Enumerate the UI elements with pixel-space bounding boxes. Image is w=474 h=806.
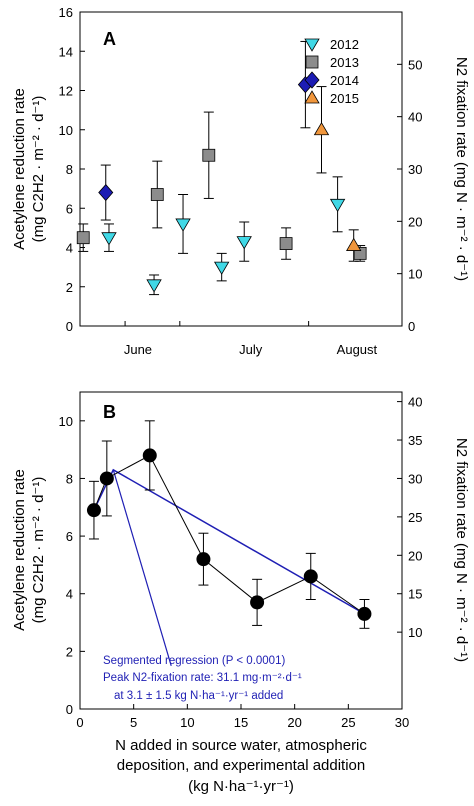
panel-a-left-axis: 0 2 4 6 8 10 12 14 16	[59, 5, 85, 334]
panel-a-legend-label-2012: 2012	[330, 37, 359, 52]
panel-a-ytick-label-0: 0	[66, 319, 73, 334]
panel-b-ylabel-line1: Acetylene reduction rate	[11, 469, 28, 631]
panel-a-2012-point-1	[146, 279, 162, 293]
panel-b-xlabel-line1: N added in source water, atmospheric	[115, 737, 367, 754]
panel-a-month-label-2: August	[337, 342, 378, 357]
panel-a-month-label-1: July	[239, 342, 263, 357]
panel-a-ytick-label-7: 14	[59, 44, 73, 59]
panel-a-legend-marker-2015	[304, 90, 320, 104]
panel-a-ytick-label-2: 4	[66, 241, 73, 256]
panel-b-y2tick-label-1: 15	[408, 587, 422, 602]
panel-b-right-axis: 10 15 20 25 30 35 40	[397, 395, 422, 640]
panel-b-y2tick-label-5: 35	[408, 433, 422, 448]
panel-b-y2tick-label-6: 40	[408, 395, 422, 410]
panel-b-left-axis: 0 2 4 6 8 10	[59, 414, 85, 717]
panel-b-letter: B	[103, 402, 116, 422]
panel-a-y2tick-label-1: 10	[408, 267, 422, 282]
panel-a-y2tick-label-2: 20	[408, 214, 422, 229]
panel-a-ytick-label-6: 12	[59, 84, 73, 99]
panel-b-xtick-label-5: 25	[341, 715, 355, 730]
panel-a-data	[76, 40, 367, 296]
panel-b-ytick-label-1: 2	[66, 644, 73, 659]
panel-a-2013-point-2	[202, 148, 216, 162]
panel-a-legend-marker-2012	[304, 38, 320, 52]
panel-a-ytick-label-8: 16	[59, 5, 73, 20]
panel-a-y2tick-label-0: 0	[408, 319, 415, 334]
panel-b-y2tick-label-2: 20	[408, 548, 422, 563]
panel-b-x-axis: 0 5 10 15 20 25 30	[76, 704, 409, 730]
panel-b-ytick-label-3: 6	[66, 529, 73, 544]
panel-a-right-axis: 0 10 20 30 40 50	[397, 57, 422, 334]
panel-a-month-label-0: June	[124, 342, 152, 357]
panel-a-y2tick-label-4: 40	[408, 110, 422, 125]
panel-b-point-3	[196, 552, 211, 567]
panel-b-annotation: Segmented regression (P < 0.0001) Peak N2…	[103, 655, 302, 702]
panel-a-2012-point-0	[101, 232, 117, 246]
panel-b-y2label: N2 fixation rate (mg N · m⁻² · d⁻¹)	[453, 438, 470, 662]
panel-b-point-1	[99, 471, 114, 486]
panel-b-y2tick-label-4: 30	[408, 471, 422, 486]
panel-b-point-0	[86, 503, 101, 518]
panel-a-2012-point-2	[175, 218, 191, 232]
panel-a-y2label: N2 fixation rate (mg N · m⁻² · d⁻¹)	[453, 57, 470, 281]
panel-b-xlabel-line2: deposition, and experimental addition	[117, 757, 366, 774]
panel-b-xtick-label-1: 5	[130, 715, 137, 730]
panel-b-xtick-label-0: 0	[76, 715, 83, 730]
panel-b-regression	[93, 468, 365, 666]
panel-a-2013-point-1	[150, 188, 164, 201]
panel-a-legend-label-2015: 2015	[330, 91, 359, 106]
panel-b-ytick-label-2: 4	[66, 587, 73, 602]
panel-b-ytick-label-4: 8	[66, 471, 73, 486]
panel-a-2012-point-5	[329, 198, 346, 213]
panel-b-xtick-label-2: 10	[180, 715, 194, 730]
panel-a-2015-point-0	[313, 121, 330, 136]
panel-b-data	[86, 420, 372, 629]
panel-a-ytick-label-3: 6	[66, 201, 73, 216]
panel-a-month-axis: June July August	[124, 321, 378, 357]
panel-b-ytick-label-0: 0	[66, 702, 73, 717]
panel-b-y2tick-label-0: 10	[408, 625, 422, 640]
panel-a-legend: 2012 2013 2014 2015	[304, 37, 359, 106]
panel-a-y2tick-label-3: 30	[408, 162, 422, 177]
panel-a-legend-label-2013: 2013	[330, 55, 359, 70]
panel-a-2013-point-0	[76, 231, 90, 245]
panel-b: B 0 2 4 6 8 10 10 15 20 25 30 35 40 0 5 10 15 20 25 30 Se…	[11, 391, 470, 795]
panel-b-point-2	[142, 448, 157, 463]
panel-b-ylabel-line2: (mg C2H2 · m⁻² · d⁻¹)	[30, 477, 47, 624]
panel-b-y2tick-label-3: 25	[408, 510, 422, 525]
panel-a-ytick-label-5: 10	[59, 123, 73, 138]
panel-a-2014-point-0	[98, 183, 114, 202]
panel-b-regression-pointer	[112, 469, 172, 666]
panel-a-ylabel-line2: (mg C2H2 · m⁻² · d⁻¹)	[30, 96, 47, 243]
panel-a-legend-marker-2013	[305, 55, 319, 69]
panel-b-annotation-line-2: at 3.1 ± 1.5 kg N·ha⁻¹·yr⁻¹ added	[114, 690, 283, 702]
panel-b-annotation-line-1: Peak N2-fixation rate: 31.1 mg·m⁻²·d⁻¹	[103, 672, 302, 684]
panel-b-xtick-label-4: 20	[287, 715, 301, 730]
panel-b-point-4	[250, 595, 265, 610]
panel-b-point-6	[357, 606, 372, 621]
panel-a-y2tick-label-5: 50	[408, 57, 422, 72]
panel-a-legend-label-2014: 2014	[330, 73, 359, 88]
panel-b-xtick-label-3: 15	[234, 715, 248, 730]
panel-a-ytick-label-1: 2	[66, 280, 73, 295]
panel-b-ytick-label-5: 10	[59, 414, 73, 429]
panel-b-xtick-label-6: 30	[395, 715, 409, 730]
panel-a-letter: A	[103, 29, 116, 49]
panel-a-ytick-label-4: 8	[66, 162, 73, 177]
panel-b-xlabel-line3: (kg N·ha⁻¹·yr⁻¹)	[188, 778, 294, 795]
panel-a-ylabel-line1: Acetylene reduction rate	[11, 88, 28, 250]
panel-b-annotation-line-0: Segmented regression (P < 0.0001)	[103, 655, 285, 667]
panel-a-2012-point-4	[236, 236, 252, 250]
panel-b-point-5	[303, 569, 318, 584]
panel-a: A 0 2 4 6 8 10 12 14 16 0 10 20 30 40 50 June July Augu…	[11, 5, 470, 357]
panel-a-2015-point-1	[346, 237, 362, 251]
panel-a-2013-point-3	[279, 237, 293, 250]
panel-a-legend-marker-2014	[304, 71, 320, 89]
panel-a-2012-point-3	[213, 261, 230, 275]
